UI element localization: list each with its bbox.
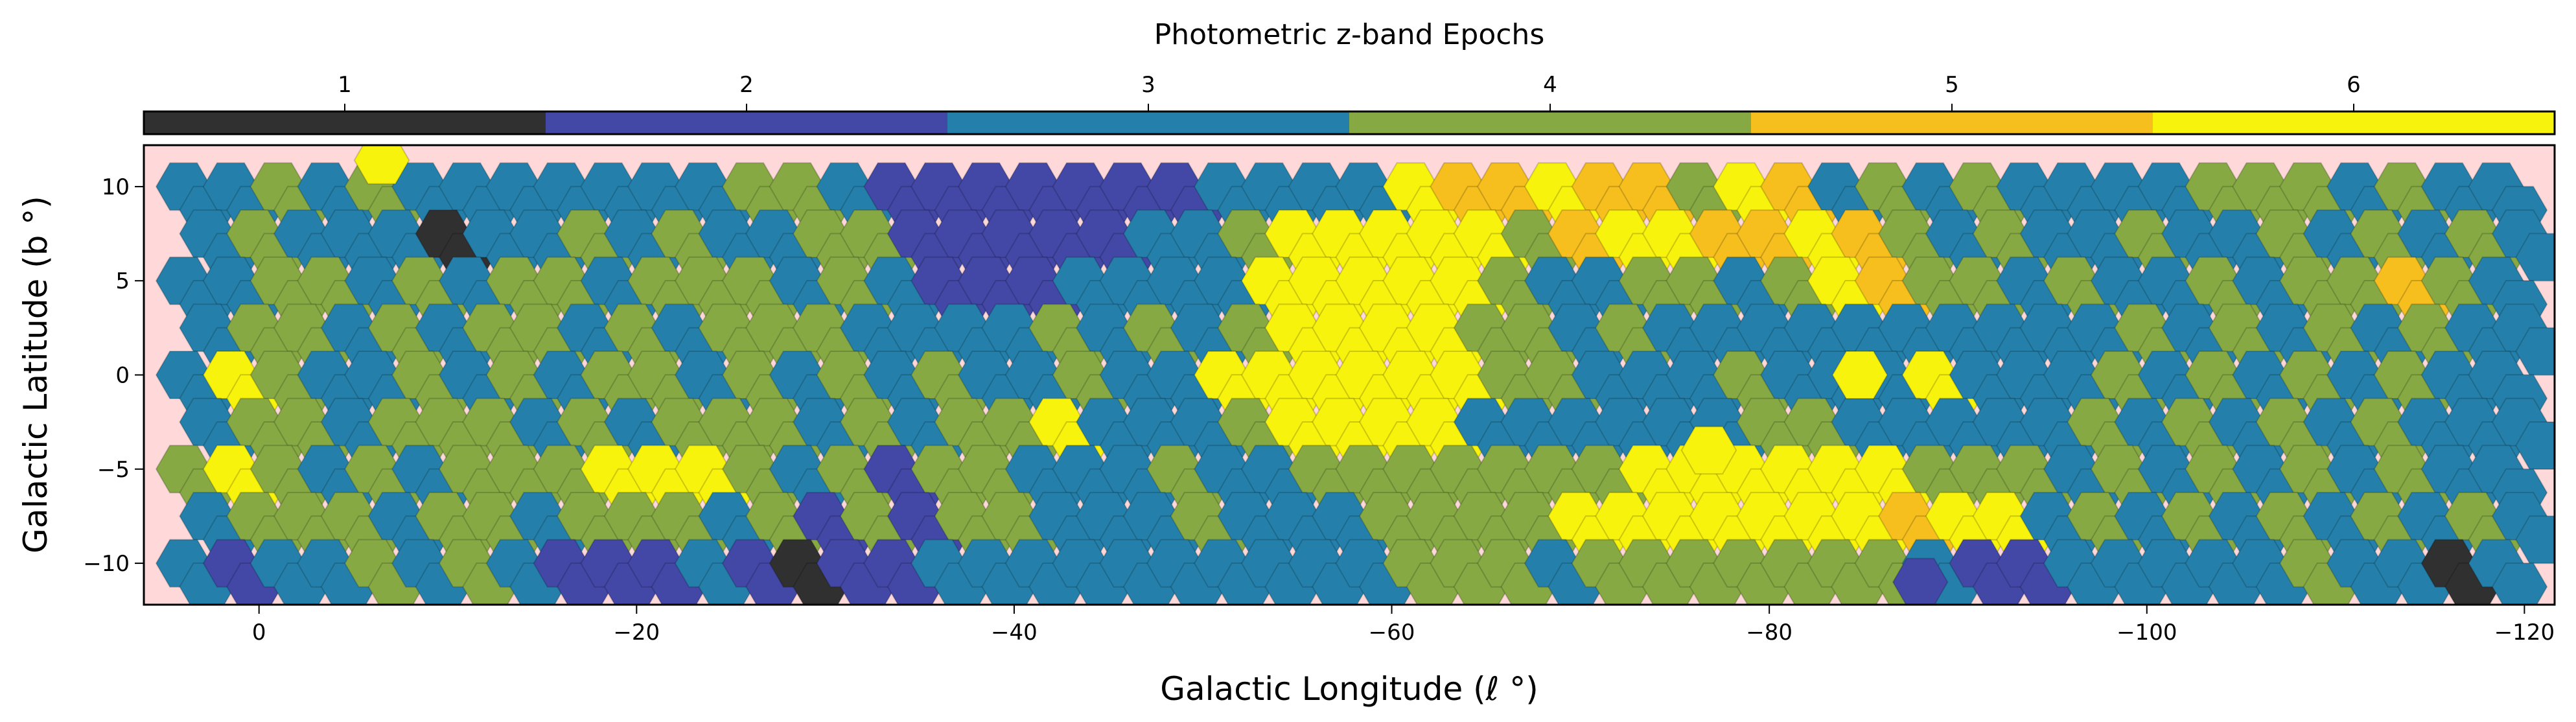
colorbar-segment (947, 111, 1350, 134)
survey-tiles (155, 145, 2555, 605)
survey-tile (2515, 233, 2555, 282)
colorbar-segment (2153, 111, 2555, 134)
survey-tile (1680, 426, 1737, 475)
x-tick-label: −60 (1369, 620, 1415, 646)
y-tick-label: 0 (115, 363, 130, 389)
colorbar-tick-label: 1 (338, 72, 352, 98)
y-tick-label: −5 (97, 457, 130, 483)
survey-tile (2515, 515, 2555, 565)
survey-tile (2515, 421, 2555, 470)
y-axis: 10 5 0 −5 −10 (83, 174, 144, 577)
survey-tile (1892, 557, 1949, 605)
colorbar-tick-label: 2 (739, 72, 754, 98)
x-tick-label: −40 (991, 620, 1038, 646)
y-tick-label: 10 (102, 174, 130, 200)
x-tick-label: −120 (2494, 620, 2555, 646)
colorbar-segment (1751, 111, 2153, 134)
survey-tile (1831, 351, 1888, 399)
x-axis: 0 −20 −40 −60 −80 −100 −120 (252, 605, 2555, 646)
colorbar-segment (1349, 111, 1752, 134)
colorbar-frame (143, 110, 2556, 135)
y-tick-label: −10 (83, 551, 130, 577)
x-tick-label: 0 (252, 620, 266, 646)
colorbar-tick-label: 3 (1141, 72, 1155, 98)
survey-tile (353, 145, 410, 185)
x-axis-label: Galactic Longitude (ℓ °) (1160, 670, 1538, 708)
y-axis-label: Galactic Latitude (b °) (17, 196, 54, 553)
x-tick-label: −80 (1746, 620, 1793, 646)
colorbar-title: Photometric z-band Epochs (1154, 18, 1545, 51)
survey-tile (2491, 562, 2548, 605)
x-tick-label: −100 (2117, 620, 2177, 646)
colorbar-tick-label: 6 (2347, 72, 2361, 98)
colorbar-tick-label: 4 (1543, 72, 1557, 98)
y-tick-label: 5 (115, 268, 130, 294)
colorbar: 1 2 3 4 5 6 (143, 72, 2556, 135)
survey-tile (2515, 327, 2555, 376)
colorbar-segment (144, 111, 546, 134)
colorbar-tick-label: 5 (1945, 72, 1959, 98)
colorbar-segment (546, 111, 948, 134)
x-tick-label: −20 (613, 620, 660, 646)
